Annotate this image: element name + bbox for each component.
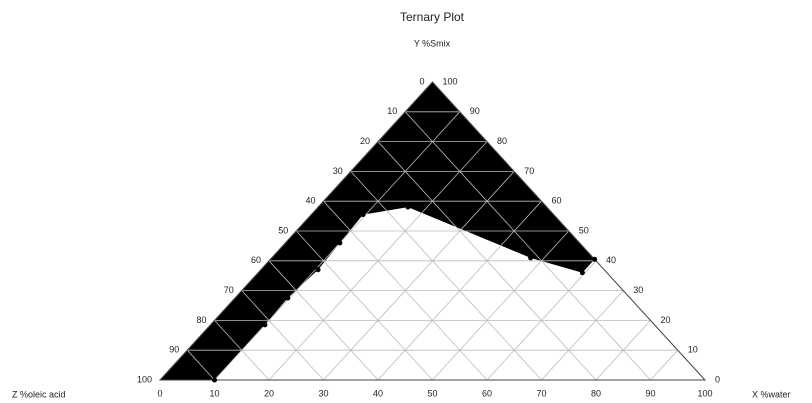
data-point [592, 256, 598, 262]
data-point [360, 212, 366, 218]
grid-line [214, 320, 270, 381]
grid-line [541, 290, 624, 381]
grid-line [350, 171, 542, 381]
grid-line [650, 349, 679, 381]
z-tick-label: 30 [333, 166, 343, 176]
data-point [528, 255, 534, 261]
grid-line [214, 111, 461, 381]
data-point [405, 204, 411, 210]
z-tick-label: 0 [419, 76, 424, 86]
data-point [262, 322, 268, 328]
grid-line [323, 200, 488, 381]
grid-line [432, 230, 570, 381]
z-tick-label: 100 [137, 374, 152, 384]
z-tick-label: 80 [196, 315, 206, 325]
grid-line [241, 290, 324, 381]
data-point [212, 377, 217, 383]
data-point [337, 240, 343, 246]
x-tick-label: 40 [373, 388, 383, 398]
triangle-frame [158, 81, 707, 381]
y-tick-label: 70 [524, 166, 534, 176]
z-tick-label: 50 [278, 225, 288, 235]
z-tick-label: 10 [387, 106, 397, 116]
x-tick-label: 100 [697, 388, 712, 398]
x-tick-label: 30 [318, 388, 328, 398]
y-tick-label: 60 [552, 196, 562, 206]
y-tick-label: 100 [443, 76, 458, 86]
grid-line [186, 349, 215, 381]
y-tick-label: 40 [606, 255, 616, 265]
z-tick-label: 70 [224, 285, 234, 295]
region [160, 82, 595, 380]
grid-line [295, 230, 433, 381]
grid-line [377, 141, 597, 381]
x-tick-label: 90 [645, 388, 655, 398]
x-tick-label: 0 [157, 388, 162, 398]
y-tick-label: 90 [470, 106, 480, 116]
y-tick-label: 20 [661, 315, 671, 325]
y-tick-label: 80 [497, 136, 507, 146]
data-point [315, 267, 321, 273]
y-tick-label: 10 [688, 345, 698, 355]
data-point [579, 270, 585, 276]
a-axis-label: X %water [752, 389, 791, 399]
x-tick-label: 10 [209, 388, 219, 398]
z-tick-label: 60 [251, 255, 261, 265]
grid-line [404, 111, 651, 381]
z-tick-label: 20 [360, 136, 370, 146]
x-tick-label: 80 [591, 388, 601, 398]
x-tick-label: 60 [482, 388, 492, 398]
y-tick-label: 0 [715, 374, 720, 384]
z-tick-label: 90 [169, 345, 179, 355]
b-axis-label: Y %Smix [414, 38, 451, 48]
chart-title: Ternary Plot [400, 10, 465, 24]
x-tick-label: 50 [427, 388, 437, 398]
grid-line [323, 171, 515, 381]
y-tick-label: 50 [579, 225, 589, 235]
x-tick-label: 70 [536, 388, 546, 398]
x-tick-label: 20 [264, 388, 274, 398]
data-point [285, 295, 291, 301]
z-tick-label: 40 [305, 196, 315, 206]
y-tick-label: 30 [633, 285, 643, 295]
grid-line [268, 260, 379, 381]
c-axis-label: Z %oleic acid [12, 389, 66, 399]
